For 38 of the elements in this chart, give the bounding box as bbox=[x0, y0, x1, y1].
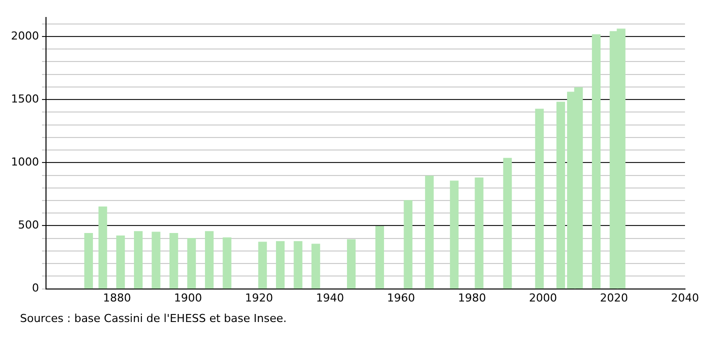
x-tick-label: 1880 bbox=[102, 291, 131, 304]
x-tick-label: 1960 bbox=[387, 291, 415, 304]
x-tick-label: 1980 bbox=[458, 291, 486, 304]
bar bbox=[311, 244, 320, 289]
x-tick-label: 1900 bbox=[174, 291, 202, 304]
bar bbox=[258, 242, 267, 289]
bar bbox=[592, 34, 601, 289]
x-tick-label: 2040 bbox=[671, 291, 700, 304]
bar bbox=[134, 231, 143, 289]
bar bbox=[294, 241, 302, 289]
x-tick-label: 2000 bbox=[529, 291, 557, 304]
bar bbox=[84, 232, 93, 289]
y-tick-label: 1000 bbox=[10, 156, 39, 169]
bar bbox=[474, 177, 484, 289]
bar bbox=[98, 206, 108, 289]
y-tick-label: 1500 bbox=[10, 92, 39, 106]
y-tick-label: 0 bbox=[32, 282, 39, 295]
bar bbox=[535, 108, 544, 289]
bar bbox=[346, 239, 356, 289]
x-tick-label: 1940 bbox=[316, 291, 344, 304]
bar bbox=[222, 237, 232, 289]
y-tick-label: 2000 bbox=[10, 29, 39, 42]
bar bbox=[503, 158, 512, 289]
bar bbox=[152, 232, 160, 289]
bar bbox=[375, 226, 384, 289]
bar bbox=[169, 232, 178, 289]
x-tick-label: 2020 bbox=[600, 291, 628, 304]
y-tick-label: 500 bbox=[18, 218, 39, 232]
bar bbox=[450, 180, 459, 289]
bar bbox=[116, 235, 125, 289]
bar bbox=[204, 231, 214, 289]
bar bbox=[425, 176, 434, 289]
bar bbox=[276, 241, 285, 289]
bar bbox=[404, 200, 412, 289]
bar bbox=[556, 102, 566, 289]
x-tick-label: 1920 bbox=[244, 291, 273, 304]
bar bbox=[187, 238, 196, 289]
source-note: Sources : base Cassini de l'EHESS et base Insee. bbox=[20, 312, 288, 325]
